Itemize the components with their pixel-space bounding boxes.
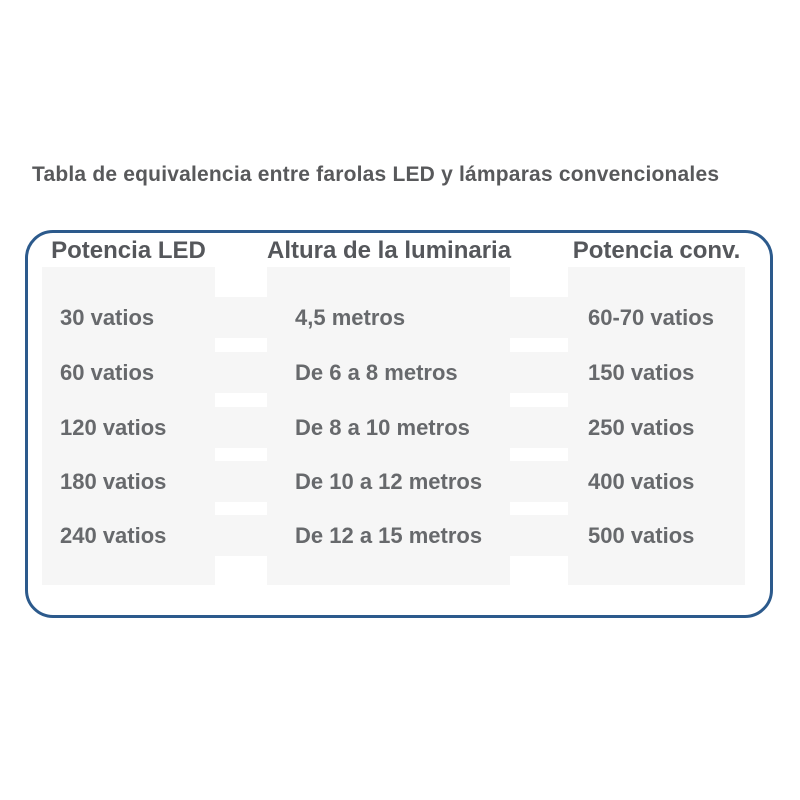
cell-luminaire-height: De 8 a 10 metros (295, 415, 470, 440)
cell-luminaire-height: 4,5 metros (295, 305, 406, 330)
cell-conventional-power: 400 vatios (588, 469, 695, 494)
equivalence-table-panel: Potencia LED Altura de la luminaria Pote… (25, 230, 773, 618)
table-row: 60 vatios De 6 a 8 metros 150 vatios (42, 352, 745, 393)
table-body: 30 vatios 4,5 metros 60-70 vatios 60 vat… (42, 267, 745, 585)
cell-luminaire-height: De 6 a 8 metros (295, 360, 458, 385)
table-row: 30 vatios 4,5 metros 60-70 vatios (42, 297, 745, 338)
cell-conventional-power: 250 vatios (588, 415, 695, 440)
cell-led-power: 240 vatios (60, 523, 167, 548)
cell-led-power: 120 vatios (60, 415, 167, 440)
page-title: Tabla de equivalencia entre farolas LED … (32, 163, 720, 186)
row-stripe (42, 461, 745, 502)
table-row: 180 vatios De 10 a 12 metros 400 vatios (42, 461, 745, 502)
table-row: 240 vatios De 12 a 15 metros 500 vatios (42, 515, 745, 556)
row-stripe (42, 407, 745, 448)
row-stripe (42, 297, 745, 338)
cell-luminaire-height: De 12 a 15 metros (295, 523, 483, 548)
cell-conventional-power: 500 vatios (588, 523, 695, 548)
row-stripe (42, 515, 745, 556)
cell-conventional-power: 60-70 vatios (588, 305, 714, 330)
column-header-luminaire-height: Altura de la luminaria (267, 237, 512, 264)
table-row: 120 vatios De 8 a 10 metros 250 vatios (42, 407, 745, 448)
row-stripe (42, 352, 745, 393)
cell-led-power: 180 vatios (60, 469, 167, 494)
cell-luminaire-height: De 10 a 12 metros (295, 469, 483, 494)
cell-led-power: 60 vatios (60, 360, 155, 385)
cell-led-power: 30 vatios (60, 305, 155, 330)
cell-conventional-power: 150 vatios (588, 360, 695, 385)
column-header-conventional-power: Potencia conv. (572, 237, 741, 264)
column-header-led-power: Potencia LED (51, 237, 206, 264)
